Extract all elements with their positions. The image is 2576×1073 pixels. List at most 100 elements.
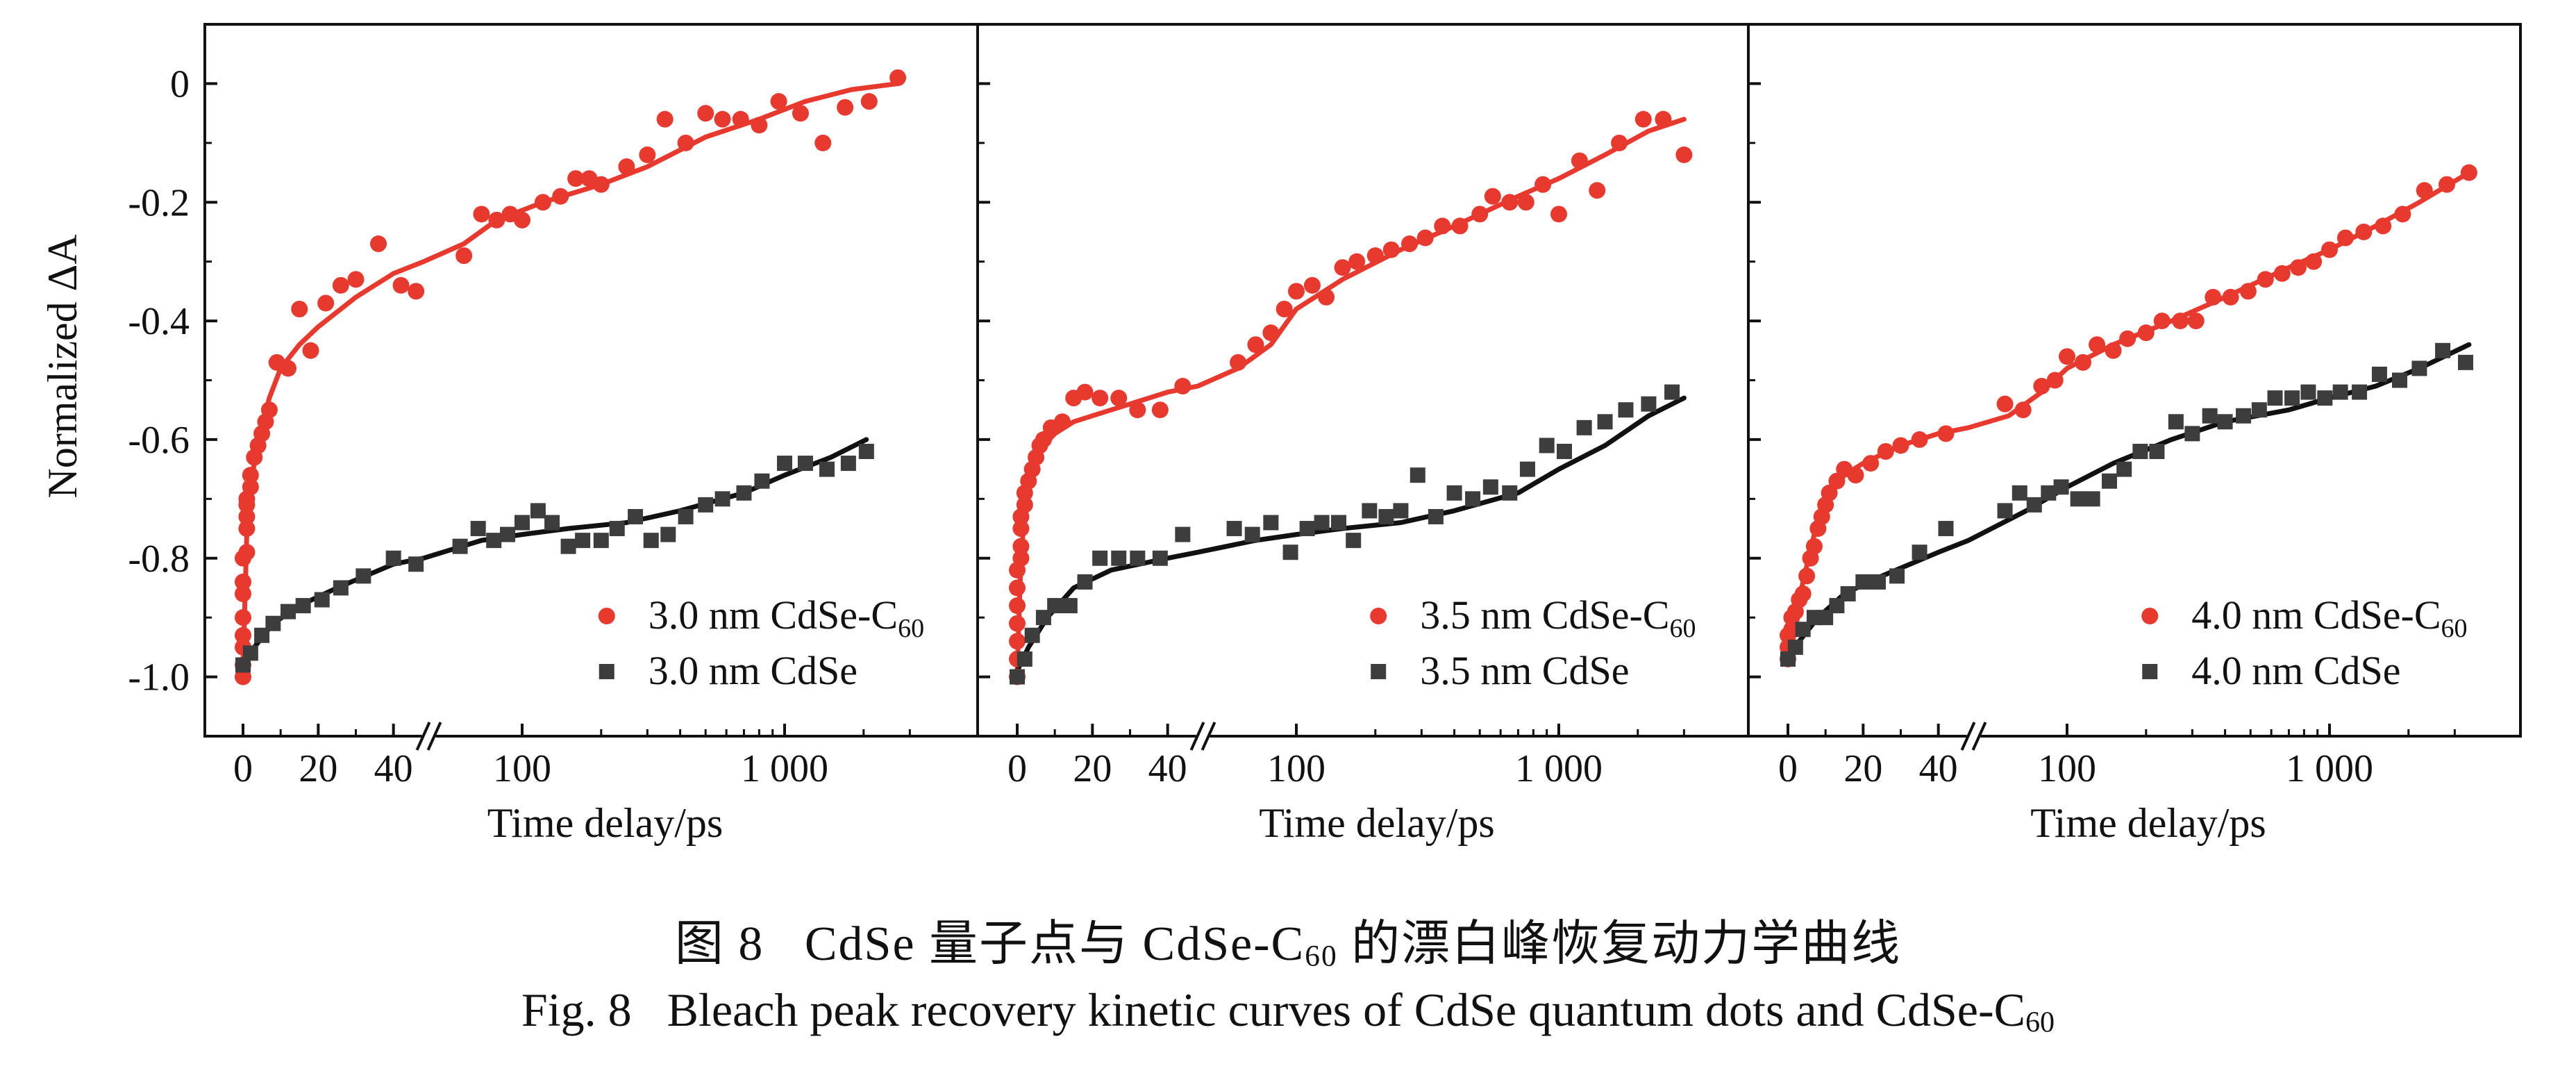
- data-point-circle: [235, 573, 251, 590]
- data-point-circle: [1262, 324, 1280, 342]
- data-point-circle: [677, 134, 694, 151]
- data-point-square: [1539, 438, 1555, 454]
- data-point-circle: [889, 69, 907, 86]
- data-point-circle: [837, 99, 854, 116]
- data-point-square: [314, 592, 330, 608]
- data-point-circle: [1009, 615, 1026, 632]
- data-point-circle: [1862, 455, 1880, 472]
- data-point-square: [500, 526, 516, 542]
- chart-panel-2: 0 20 40 100 1 000 Time delay/ps 3.5 nm CdSe-C6…: [976, 23, 1750, 846]
- data-point-circle: [1471, 206, 1489, 223]
- data-point-square: [1997, 503, 2013, 519]
- legend-label-subscript: 60: [2441, 614, 2468, 643]
- plot-area: [235, 69, 907, 685]
- data-point-square: [593, 533, 609, 549]
- data-point-square: [242, 645, 258, 661]
- data-point-square: [1362, 503, 1378, 519]
- data-point-circle: [1230, 353, 1247, 371]
- data-point-circle: [1550, 206, 1567, 223]
- axis-break-mark: [1201, 722, 1216, 751]
- data-point-square: [1282, 544, 1298, 560]
- data-point-circle: [534, 194, 551, 211]
- legend-marker-circle: [2141, 608, 2159, 624]
- data-point-circle: [1366, 247, 1384, 265]
- data-point-circle: [1892, 437, 1909, 454]
- data-point-square: [2352, 384, 2368, 400]
- data-point-circle: [1517, 194, 1534, 211]
- data-point-square: [1889, 568, 1905, 584]
- data-point-square: [1226, 521, 1242, 537]
- data-point-circle: [1611, 134, 1628, 151]
- data-point-square: [1938, 521, 1954, 537]
- data-point-square: [1378, 508, 1394, 524]
- data-point-square: [1299, 521, 1315, 537]
- data-point-circle: [238, 508, 256, 525]
- legend-label: 4.0 nm CdSe-C60: [2191, 592, 2467, 643]
- data-point-circle: [235, 668, 251, 685]
- data-point-square: [2084, 491, 2100, 507]
- data-point-square: [1641, 396, 1657, 412]
- caption-en-text: Fig. 8 Bleach peak recovery kinetic curv…: [521, 983, 2025, 1036]
- data-point-square: [2332, 384, 2348, 400]
- data-point-square: [1062, 598, 1078, 614]
- data-point-square: [1330, 515, 1346, 531]
- data-point-circle: [1501, 194, 1519, 211]
- x-tick-label: 100: [493, 747, 551, 790]
- data-point-circle: [1416, 229, 1434, 247]
- data-point-circle: [1276, 301, 1293, 317]
- data-point-square: [777, 456, 792, 472]
- plot-area: [1780, 164, 2477, 667]
- x-tick-label: 20: [299, 747, 337, 790]
- x-tick-label: 1 000: [741, 747, 828, 790]
- data-point-circle: [1634, 110, 1652, 128]
- data-point-square: [2012, 485, 2027, 501]
- data-point-circle: [860, 93, 878, 110]
- data-point-circle: [2187, 313, 2205, 330]
- data-point-square: [2371, 366, 2387, 382]
- data-point-square: [452, 538, 468, 554]
- data-point-square: [1557, 444, 1573, 459]
- data-point-circle: [1382, 241, 1400, 258]
- data-point-square: [2457, 354, 2473, 370]
- data-point-square: [858, 444, 874, 459]
- legend-marker-circle: [598, 608, 615, 624]
- data-point-circle: [238, 544, 256, 561]
- data-point-circle: [1484, 188, 1501, 205]
- caption-zh-text: 图 8 CdSe 量子点与 CdSe-C: [674, 917, 1305, 971]
- data-point-square: [2053, 479, 2069, 495]
- data-point-square: [356, 568, 371, 584]
- data-point-circle: [1821, 484, 1838, 501]
- data-point-square: [2101, 473, 2117, 489]
- data-point-circle: [1129, 401, 1146, 419]
- data-point-square: [1780, 651, 1796, 667]
- data-point-square: [1263, 515, 1279, 531]
- legend-label-subscript: 60: [1670, 614, 1696, 643]
- data-point-circle: [242, 479, 259, 496]
- x-tick-label: 40: [1148, 747, 1187, 790]
- data-point-circle: [2205, 288, 2222, 306]
- data-point-circle: [2273, 265, 2291, 282]
- data-point-circle: [280, 360, 296, 377]
- data-point-square: [609, 521, 625, 537]
- data-point-circle: [235, 609, 251, 626]
- caption-zh-tail: 的漂白峰恢复动力学曲线: [1337, 917, 1902, 971]
- data-point-circle: [2105, 342, 2122, 359]
- data-point-square: [575, 533, 591, 549]
- data-point-square: [1010, 669, 1025, 685]
- legend-marker-square: [599, 664, 614, 679]
- data-point-circle: [697, 105, 714, 122]
- data-point-circle: [792, 105, 809, 122]
- legend-label: 3.0 nm CdSe: [649, 648, 858, 693]
- data-point-circle: [2239, 283, 2257, 300]
- data-point-square: [1024, 627, 1040, 643]
- chart-panel-1: 0 -0.2 -0.4 -0.6 -0.8 -1.0 0 20 40 100 1 000 Time d…: [40, 23, 979, 846]
- y-tick-label: -1.0: [128, 656, 190, 699]
- data-point-square: [2435, 342, 2451, 358]
- data-point-circle: [552, 188, 569, 205]
- x-tick-label: 20: [1073, 747, 1112, 790]
- data-point-circle: [732, 110, 749, 128]
- data-point-square: [1502, 485, 1518, 501]
- data-point-square: [295, 598, 311, 614]
- data-point-square: [408, 556, 424, 572]
- data-point-square: [1244, 526, 1260, 542]
